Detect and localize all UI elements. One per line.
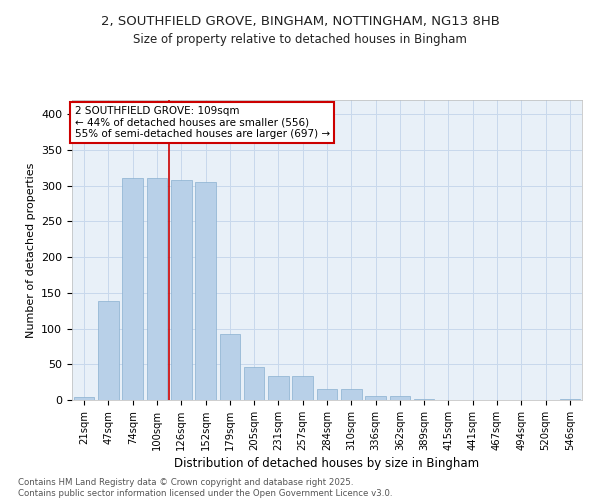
Text: Contains HM Land Registry data © Crown copyright and database right 2025.
Contai: Contains HM Land Registry data © Crown c… (18, 478, 392, 498)
Bar (195, 182, 216, 400)
Bar (341, 390, 362, 400)
Bar (220, 334, 240, 400)
Bar (74, 397, 94, 400)
Bar (365, 396, 386, 400)
Text: 2 SOUTHFIELD GROVE: 109sqm
← 44% of detached houses are smaller (556)
55% of sem: 2 SOUTHFIELD GROVE: 109sqm ← 44% of deta… (74, 106, 329, 139)
Y-axis label: Number of detached properties: Number of detached properties (26, 162, 35, 338)
Bar (171, 180, 191, 400)
Bar (292, 376, 313, 400)
Text: 2, SOUTHFIELD GROVE, BINGHAM, NOTTINGHAM, NG13 8HB: 2, SOUTHFIELD GROVE, BINGHAM, NOTTINGHAM… (101, 15, 499, 28)
Bar (98, 302, 119, 400)
X-axis label: Distribution of detached houses by size in Bingham: Distribution of detached houses by size … (175, 457, 479, 470)
Bar (389, 396, 410, 400)
Bar (317, 388, 337, 400)
Bar (560, 398, 580, 400)
Bar (146, 178, 167, 400)
Bar (122, 178, 143, 400)
Bar (268, 376, 289, 400)
Bar (244, 367, 265, 400)
Text: Size of property relative to detached houses in Bingham: Size of property relative to detached ho… (133, 32, 467, 46)
